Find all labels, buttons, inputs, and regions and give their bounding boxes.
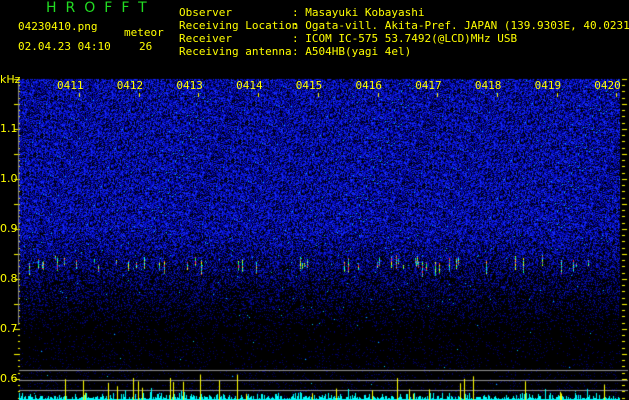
meteor-label: meteor <box>124 26 164 39</box>
receiver-label: Receiver <box>179 32 232 45</box>
x-tick-label: 0417 <box>415 79 442 92</box>
y-tick-label: 0.7 <box>0 322 18 335</box>
observer-label: Observer <box>179 6 232 19</box>
x-tick-label: 0418 <box>474 79 502 92</box>
filename: 04230410.png <box>18 20 98 33</box>
receiver-value: : ICOM IC-575 53.7492(@LCD)MHz USB <box>292 32 518 45</box>
y-tick-label: 0.9 <box>0 222 18 235</box>
location-label: Receiving Location <box>179 19 299 32</box>
observer-value: : Masayuki Kobayashi <box>292 6 425 19</box>
x-tick-label: 0413 <box>176 79 203 92</box>
antenna-value: : A504HB(yagi 4el) <box>292 45 412 58</box>
y-axis-label: kHz <box>0 73 21 86</box>
x-tick-label: 0420 <box>594 79 621 92</box>
x-tick-label: 0415 <box>295 79 323 92</box>
x-tick-label: 0414 <box>236 79 263 92</box>
x-tick-label: 0411 <box>57 79 84 92</box>
y-tick-label: 0.6 <box>0 372 18 385</box>
x-tick-label: 0419 <box>534 79 562 92</box>
y-tick-label: 1.0 <box>0 172 18 185</box>
app-title: HROFFT <box>46 0 156 16</box>
location-value: : Ogata-vill. Akita-Pref. JAPAN (139.930… <box>292 19 629 32</box>
y-tick-label: 1.1 <box>0 122 18 135</box>
x-tick-label: 0412 <box>116 79 144 92</box>
x-tick-label: 0416 <box>355 79 383 92</box>
antenna-label: Receiving antenna <box>179 45 292 58</box>
datetime: 02.04.23 04:10 <box>18 40 111 53</box>
meteor-count: 26 <box>139 40 153 53</box>
y-tick-label: 0.8 <box>0 272 18 285</box>
